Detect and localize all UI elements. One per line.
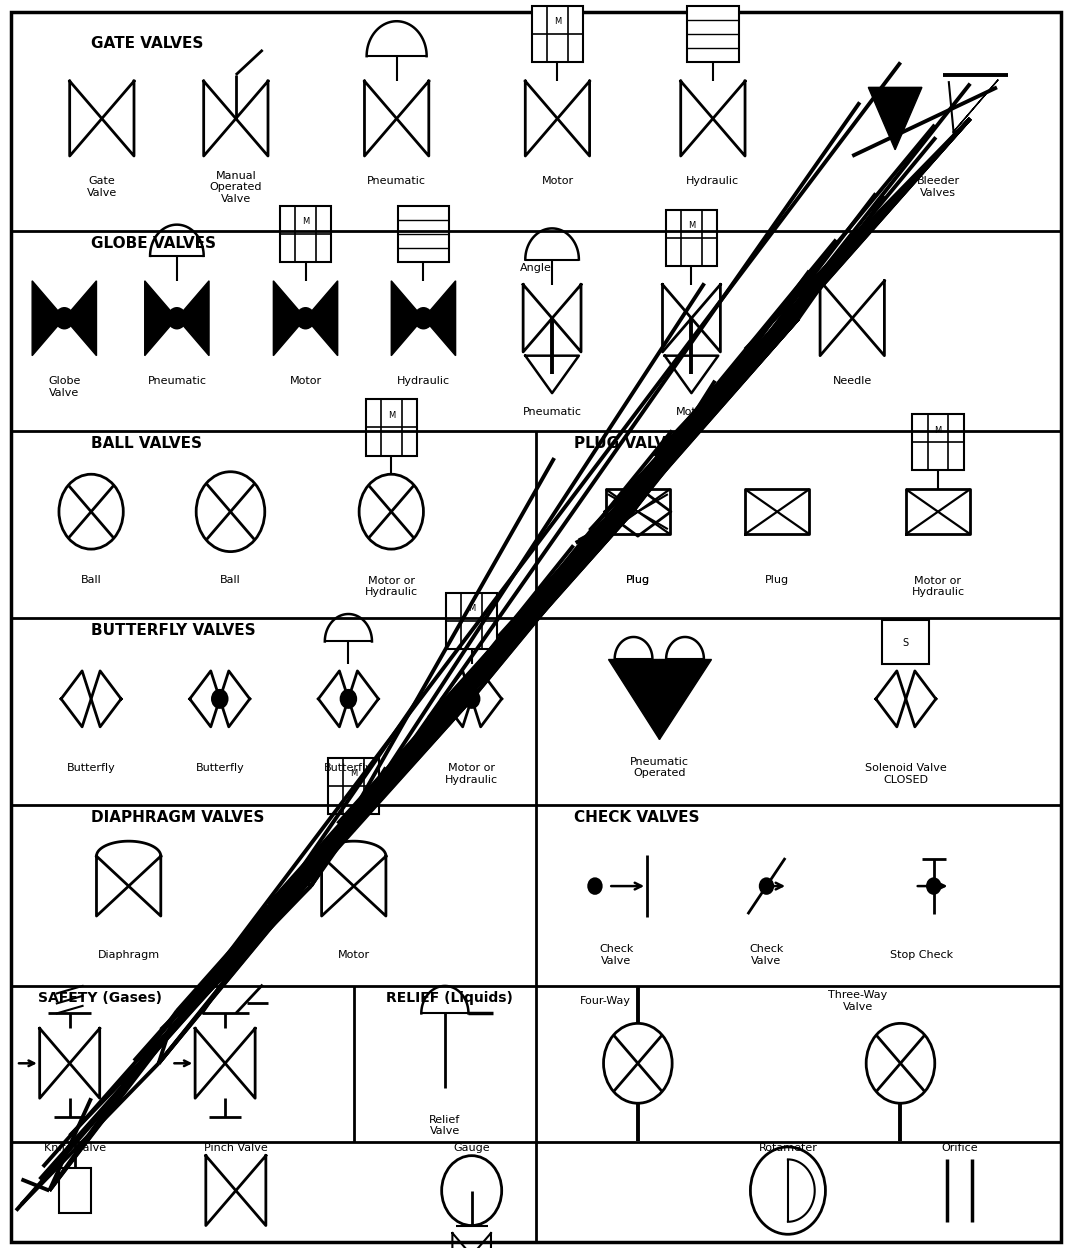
Circle shape (604, 1023, 672, 1103)
Text: DIAPHRAGM VALVES: DIAPHRAGM VALVES (91, 810, 265, 825)
Text: PLUG VALVES: PLUG VALVES (574, 436, 687, 451)
Circle shape (866, 1023, 935, 1103)
Text: M: M (935, 426, 941, 434)
Text: Orifice: Orifice (941, 1143, 978, 1153)
Text: Ball: Ball (80, 575, 102, 585)
Circle shape (415, 308, 432, 328)
Text: SAFETY (Gases): SAFETY (Gases) (38, 991, 162, 1006)
Text: Pneumatic: Pneumatic (147, 376, 207, 386)
Text: Gauge: Gauge (453, 1143, 490, 1153)
Polygon shape (273, 281, 306, 356)
Circle shape (341, 690, 356, 708)
Text: Pneumatic
Operated: Pneumatic Operated (629, 756, 689, 779)
Text: Stop Check: Stop Check (891, 950, 953, 960)
Text: M: M (468, 604, 475, 613)
Text: Angle: Angle (520, 263, 552, 273)
Text: Needle: Needle (833, 376, 872, 386)
Text: Plug: Plug (626, 575, 650, 585)
Text: Motor or
Hydraulic: Motor or Hydraulic (911, 575, 965, 598)
Text: Globe
Valve: Globe Valve (48, 376, 80, 398)
Bar (446, 593, 497, 649)
Text: Motor: Motor (289, 376, 322, 386)
Circle shape (927, 879, 940, 894)
Text: Pneumatic: Pneumatic (522, 407, 582, 417)
Text: Manual
Operated
Valve: Manual Operated Valve (210, 171, 262, 203)
Text: Gate
Valve: Gate Valve (87, 176, 117, 198)
Text: Plug: Plug (765, 575, 789, 585)
Text: Rotameter: Rotameter (759, 1143, 817, 1153)
Text: BALL VALVES: BALL VALVES (91, 436, 203, 451)
Text: Bleeder
Valves: Bleeder Valves (917, 176, 959, 198)
Text: BUTTERFLY VALVES: BUTTERFLY VALVES (91, 623, 256, 638)
Circle shape (297, 308, 314, 328)
Bar (328, 758, 379, 814)
Polygon shape (868, 87, 922, 150)
Polygon shape (177, 281, 209, 356)
Circle shape (760, 879, 773, 894)
Bar (532, 6, 583, 62)
Circle shape (212, 690, 227, 708)
Text: Motor: Motor (338, 950, 370, 960)
Text: Butterfly: Butterfly (324, 763, 373, 773)
Text: RELIEF (Liquids): RELIEF (Liquids) (386, 991, 512, 1006)
Text: Butterfly: Butterfly (195, 763, 244, 773)
Text: Motor or
Hydraulic: Motor or Hydraulic (364, 575, 418, 598)
Circle shape (750, 1147, 825, 1234)
Polygon shape (32, 281, 64, 356)
Polygon shape (306, 281, 338, 356)
Text: Solenoid Valve
CLOSED: Solenoid Valve CLOSED (865, 763, 947, 785)
Text: Hydraulic: Hydraulic (686, 176, 740, 186)
Circle shape (196, 472, 265, 552)
Text: Motor: Motor (541, 176, 574, 186)
Text: S: S (903, 638, 909, 648)
Text: Motor or
Hydraulic: Motor or Hydraulic (445, 763, 498, 785)
Bar (687, 6, 739, 62)
Circle shape (464, 690, 479, 708)
Text: GLOBE VALVES: GLOBE VALVES (91, 236, 217, 251)
Text: GATE VALVES: GATE VALVES (91, 36, 204, 51)
Polygon shape (391, 281, 423, 356)
Circle shape (59, 474, 123, 549)
Text: M: M (388, 411, 394, 419)
Polygon shape (659, 659, 711, 739)
Text: M: M (351, 769, 357, 778)
Text: Butterfly: Butterfly (66, 763, 116, 773)
Text: Knife Valve: Knife Valve (44, 1143, 106, 1153)
Text: Three-Way
Valve: Three-Way Valve (828, 990, 888, 1012)
Text: Hydraulic: Hydraulic (397, 376, 450, 386)
Polygon shape (64, 281, 96, 356)
Circle shape (589, 879, 601, 894)
Polygon shape (423, 281, 456, 356)
Text: Motor: Motor (675, 407, 708, 417)
Bar (912, 414, 964, 470)
Text: Check
Valve: Check Valve (749, 943, 784, 966)
Text: Plug: Plug (626, 575, 650, 585)
Text: Diaphragm: Diaphragm (98, 950, 160, 960)
Bar (398, 206, 449, 262)
Text: Check
Valve: Check Valve (599, 943, 634, 966)
Circle shape (359, 474, 423, 549)
Bar (366, 399, 417, 456)
Polygon shape (608, 659, 659, 739)
Circle shape (56, 308, 73, 328)
Bar (59, 1168, 91, 1213)
Text: Relief
Valve: Relief Valve (429, 1114, 461, 1137)
Circle shape (168, 308, 185, 328)
Text: Pneumatic: Pneumatic (367, 176, 427, 186)
Text: Ball: Ball (220, 575, 241, 585)
Polygon shape (145, 281, 177, 356)
Text: CHECK VALVES: CHECK VALVES (574, 810, 699, 825)
Text: Pinch Valve: Pinch Valve (204, 1143, 268, 1153)
Text: Four-Way: Four-Way (580, 996, 631, 1006)
Text: M: M (554, 17, 561, 26)
Bar (882, 620, 929, 664)
Text: M: M (688, 221, 695, 230)
Bar (280, 206, 331, 262)
Polygon shape (953, 80, 998, 132)
Text: M: M (302, 217, 309, 226)
Circle shape (442, 1156, 502, 1226)
Bar (666, 210, 717, 266)
